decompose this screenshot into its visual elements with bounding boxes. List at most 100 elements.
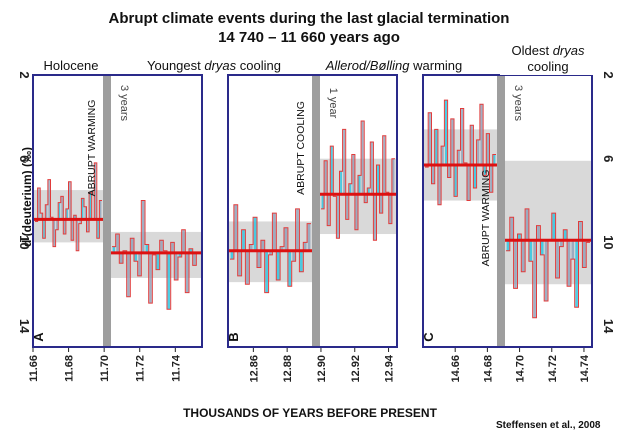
bar-before-A-15 (74, 215, 76, 220)
period-label-oldest-dryas-line1: Oldest (511, 43, 553, 58)
bar-after-A-10 (149, 252, 152, 304)
y-tick-left-14: 14 (17, 319, 32, 334)
bar-before-B-4 (246, 250, 249, 285)
bar-before-B-17 (296, 208, 299, 251)
bar-after-C-14 (560, 240, 563, 247)
bar-before-A-8 (56, 219, 58, 230)
series-line-after-A (112, 200, 200, 310)
series-line-before-A (35, 162, 102, 252)
bar-after-A-9 (145, 244, 149, 253)
bar-before-A-23 (94, 162, 97, 220)
bar-after-B-18 (377, 164, 379, 195)
bar-before-A-20 (87, 219, 89, 232)
period-label-allerod-bolling-rest: warming (409, 58, 463, 73)
bar-after-A-18 (178, 252, 182, 258)
bar-before-A-10 (61, 196, 63, 220)
transition-bar-B (312, 75, 320, 347)
y-tick-right-6: 6 (601, 155, 616, 162)
bar-after-B-19 (380, 194, 383, 214)
bar-after-A-0 (112, 246, 116, 253)
x-tick-label-A-1: 11.68 (64, 355, 76, 382)
bar-after-B-22 (389, 194, 392, 224)
bar-after-B-9 (349, 183, 352, 195)
bar-after-C-3 (518, 234, 521, 241)
bar-before-A-7 (53, 219, 56, 247)
bar-before-C-1 (428, 112, 431, 165)
bar-before-A-2 (40, 213, 43, 220)
bar-before-C-7 (448, 164, 451, 178)
y-tick-right-10: 10 (601, 235, 616, 249)
panel-letter-B: B (226, 332, 241, 341)
event-label-A: ABRUPT WARMING (86, 100, 98, 197)
duration-label-B: 1 year (327, 88, 339, 119)
bar-after-C-0 (506, 240, 510, 251)
bar-after-A-1 (116, 234, 119, 253)
bar-after-C-18 (575, 240, 578, 308)
bar-before-C-5 (441, 146, 444, 165)
bar-before-C-9 (454, 164, 457, 197)
bar-after-C-8 (537, 225, 540, 241)
bar-after-B-17 (374, 194, 376, 241)
panel-A: 3 years ABRUPT WARMING A 11.66 11.68 11.70 11.… (28, 74, 203, 382)
duration-label-A: 3 years (118, 85, 130, 122)
x-tick-label-B-0: 12.86 (248, 355, 260, 383)
bar-before-C-13 (467, 164, 470, 201)
bar-after-C-5 (525, 208, 529, 241)
x-tick-label-C-2: 14.70 (515, 355, 527, 383)
period-label-youngest-dryas-part2: cooling (236, 58, 281, 73)
bar-before-B-5 (249, 244, 253, 251)
period-label-allerod-bolling-italic: Allerod/Bølling (325, 58, 410, 73)
bar-before-C-16 (477, 139, 480, 165)
bar-before-A-9 (58, 202, 61, 220)
bar-before-A-1 (38, 187, 40, 220)
bar-after-C-20 (582, 240, 586, 268)
bar-after-A-17 (174, 252, 178, 281)
panel-letter-C: C (421, 332, 436, 342)
bar-after-B-15 (367, 187, 370, 195)
bar-before-C-18 (483, 164, 486, 176)
source-credit: Steffensen et al., 2008 (496, 420, 601, 431)
bar-before-C-20 (490, 164, 493, 193)
x-tick-label-A-0: 11.66 (28, 355, 40, 382)
bar-before-C-21 (493, 154, 496, 165)
bar-before-A-13 (69, 181, 71, 220)
bar-before-C-11 (461, 108, 464, 165)
event-label-C: ABRUPT WARMING (480, 170, 492, 267)
bar-before-B-14 (284, 227, 288, 251)
bar-before-A-25 (100, 200, 102, 220)
bar-before-B-6 (253, 217, 257, 251)
x-tick-label-A-2: 11.70 (99, 355, 111, 382)
bar-before-C-4 (438, 164, 441, 205)
bar-after-B-6 (340, 171, 342, 195)
bar-after-C-4 (521, 240, 525, 272)
bar-after-A-2 (119, 252, 123, 264)
bar-before-B-12 (276, 250, 280, 281)
bar-before-B-7 (257, 250, 261, 268)
bar-before-A-14 (71, 219, 74, 241)
bar-after-B-2 (327, 194, 330, 226)
bar-after-B-1 (324, 160, 327, 195)
bar-after-C-7 (533, 240, 536, 318)
bar-after-C-16 (567, 240, 571, 287)
y-tick-left-2: 2 (17, 71, 32, 78)
bar-after-C-13 (556, 240, 559, 278)
bar-after-C-19 (579, 221, 582, 241)
bar-after-B-5 (337, 194, 339, 239)
bar-after-B-7 (343, 129, 346, 195)
transition-bar-C (497, 75, 505, 347)
chart-title: Abrupt climate events during the last gl… (108, 10, 510, 27)
bar-after-B-13 (361, 121, 364, 195)
bar-before-C-15 (474, 164, 477, 188)
period-label-youngest-dryas-italic: dryas (204, 58, 237, 73)
transition-bar-A (103, 75, 111, 347)
bar-after-A-8 (141, 200, 145, 253)
bar-before-A-5 (48, 179, 50, 220)
bar-after-A-15 (167, 252, 171, 310)
bar-after-B-16 (370, 141, 373, 195)
bar-after-A-16 (171, 242, 174, 253)
bar-after-C-1 (510, 217, 514, 241)
x-tick-label-B-3: 12.92 (350, 355, 362, 383)
bar-before-C-2 (432, 164, 435, 184)
y-tick-right-2: 2 (601, 71, 616, 78)
bar-after-B-11 (355, 194, 358, 230)
